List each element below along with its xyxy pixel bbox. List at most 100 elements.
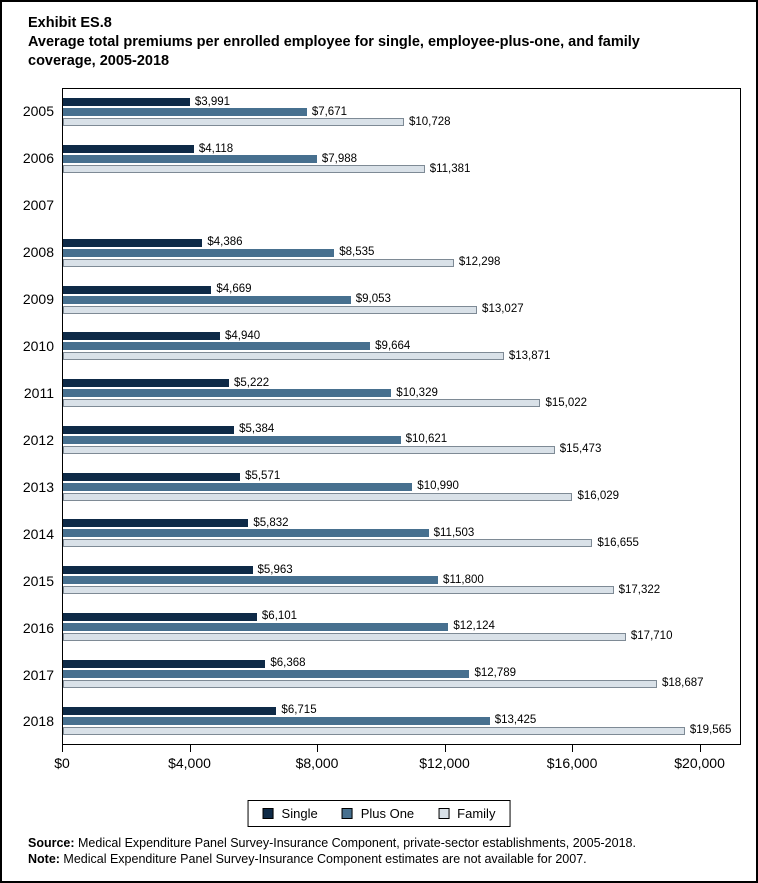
x-axis-label: $16,000 — [546, 755, 598, 771]
bar-row: $11,503 — [63, 527, 740, 539]
year-group-2005: $3,991 $7,671 $10,728 — [63, 89, 740, 136]
y-axis-label: 2018 — [22, 713, 54, 730]
year-group-2009: $4,669 $9,053 $13,027 — [63, 276, 740, 323]
x-axis-label: $8,000 — [295, 755, 339, 771]
x-axis-labels: $0 $4,000 $8,000 $12,000 $16,000 $20,000 — [54, 755, 741, 772]
bar-value-label: $7,671 — [311, 105, 347, 118]
bar-single — [63, 145, 194, 154]
bar-plus-one — [63, 435, 401, 444]
bar-plus-one — [63, 669, 470, 678]
y-axis-label: 2010 — [22, 338, 54, 355]
y-axis-label: 2014 — [22, 525, 54, 542]
bar-row: $5,832 — [63, 516, 740, 529]
bar-value-label: $10,621 — [405, 433, 448, 446]
bar-value-label: $13,425 — [494, 714, 537, 727]
y-axis-labels: 2005 2006 2007 2008 2009 2010 2011 2012 2013 2014… — [2, 88, 54, 745]
bar-row — [63, 192, 740, 200]
bar-single — [63, 332, 220, 341]
bar-row: $6,368 — [63, 658, 740, 669]
bar-value-label: $10,329 — [396, 386, 438, 399]
bar-row: $12,298 — [63, 256, 740, 269]
bar-row: $7,671 — [63, 105, 740, 118]
year-group-2006: $4,118 $7,988 $11,381 — [63, 136, 740, 183]
bar-row: $12,124 — [63, 620, 740, 633]
year-group-2012: $5,384 $10,621 $15,473 — [63, 416, 740, 463]
year-group-2018: $6,715 $13,425 $19,565 — [63, 697, 740, 744]
x-tick-mark — [189, 745, 191, 752]
bar-row — [63, 212, 740, 220]
bar-row: $11,381 — [63, 163, 740, 174]
y-axis-label: 2011 — [23, 384, 54, 401]
bar-single — [63, 285, 212, 294]
bar-plus-one — [63, 716, 490, 725]
bar-single — [63, 425, 235, 434]
bar-value-label: $18,687 — [661, 677, 704, 690]
bar-value-label: $17,710 — [630, 630, 673, 643]
bar-value-label: $11,800 — [443, 573, 484, 586]
bar-value-label: $13,027 — [482, 303, 524, 316]
bar-family — [63, 586, 614, 595]
bar-value-label: $12,298 — [458, 256, 501, 269]
year-group-2011: $5,222 $10,329 $15,022 — [63, 370, 740, 417]
y-axis-label: 2015 — [22, 572, 54, 589]
legend-item-single: Single — [262, 806, 318, 821]
y-axis-label: 2016 — [22, 619, 54, 636]
bar-row: $15,022 — [63, 397, 740, 408]
bar-single — [63, 379, 229, 388]
bar-family — [63, 305, 478, 314]
bar-row: $5,963 — [63, 564, 740, 575]
bar-family — [63, 539, 593, 548]
bar-value-label: $6,101 — [261, 610, 298, 623]
bar-single — [63, 238, 203, 247]
bar-row: $9,053 — [63, 293, 740, 306]
x-tick-mark — [317, 745, 319, 752]
chart-title-line2: coverage, 2005-2018 — [28, 53, 170, 69]
plot-area: $3,991 $7,671 $10,728 $4,118 $7,988 $11,381 $4… — [62, 88, 741, 745]
bar-row: $4,940 — [63, 330, 740, 342]
bar-row: $6,101 — [63, 610, 740, 623]
bar-value-label: $16,029 — [577, 490, 620, 503]
bar-row: $10,728 — [63, 116, 740, 128]
bar-row: $11,800 — [63, 573, 740, 586]
bar-row: $18,687 — [63, 677, 740, 690]
y-axis-label: 2012 — [22, 431, 54, 448]
bar-family — [63, 165, 425, 174]
bar-family — [63, 399, 541, 408]
bar-single — [63, 566, 253, 575]
year-group-2017: $6,368 $12,789 $18,687 — [63, 650, 740, 697]
bar-plus-one — [63, 155, 317, 164]
bar-single — [63, 659, 266, 668]
bar-single — [63, 706, 277, 715]
bar-plus-one — [63, 108, 307, 117]
bar-value-label: $9,664 — [375, 339, 411, 352]
note-text: Medical Expenditure Panel Survey-Insuran… — [59, 852, 587, 866]
bar-value-label: $12,124 — [453, 620, 495, 633]
bar-single — [63, 472, 241, 481]
bar-family — [63, 118, 404, 127]
bar-family — [63, 726, 685, 735]
bar-row: $17,710 — [63, 630, 740, 643]
exhibit-number: Exhibit ES.8 — [28, 15, 112, 31]
bar-value-label: $5,571 — [245, 470, 281, 483]
bar-row: $19,565 — [63, 724, 740, 736]
bar-plus-one — [63, 389, 392, 398]
bar-value-label: $17,322 — [618, 583, 661, 596]
source-label: Source: — [28, 836, 75, 850]
bar-value-label: $3,991 — [194, 95, 231, 108]
bar-family — [63, 632, 626, 641]
bar-value-label: $4,386 — [207, 236, 243, 249]
bar-row: $16,655 — [63, 537, 740, 549]
x-axis-label: $12,000 — [419, 755, 470, 771]
bar-value-label: $9,053 — [355, 293, 391, 306]
year-group-2016: $6,101 $12,124 $17,710 — [63, 604, 740, 651]
x-axis-label: $20,000 — [674, 755, 725, 771]
legend-swatch-plus-one — [341, 808, 353, 819]
bar-plus-one — [63, 342, 371, 351]
bar-value-label: $12,789 — [474, 667, 517, 680]
year-group-2015: $5,963 $11,800 $17,322 — [63, 557, 740, 604]
bar-row: $13,871 — [63, 350, 740, 362]
chart-title-line1: Average total premiums per enrolled empl… — [28, 34, 640, 50]
bar-plus-one — [63, 248, 335, 257]
bar-value-label: $5,832 — [253, 516, 289, 529]
bar-value-label: $4,669 — [216, 283, 252, 296]
